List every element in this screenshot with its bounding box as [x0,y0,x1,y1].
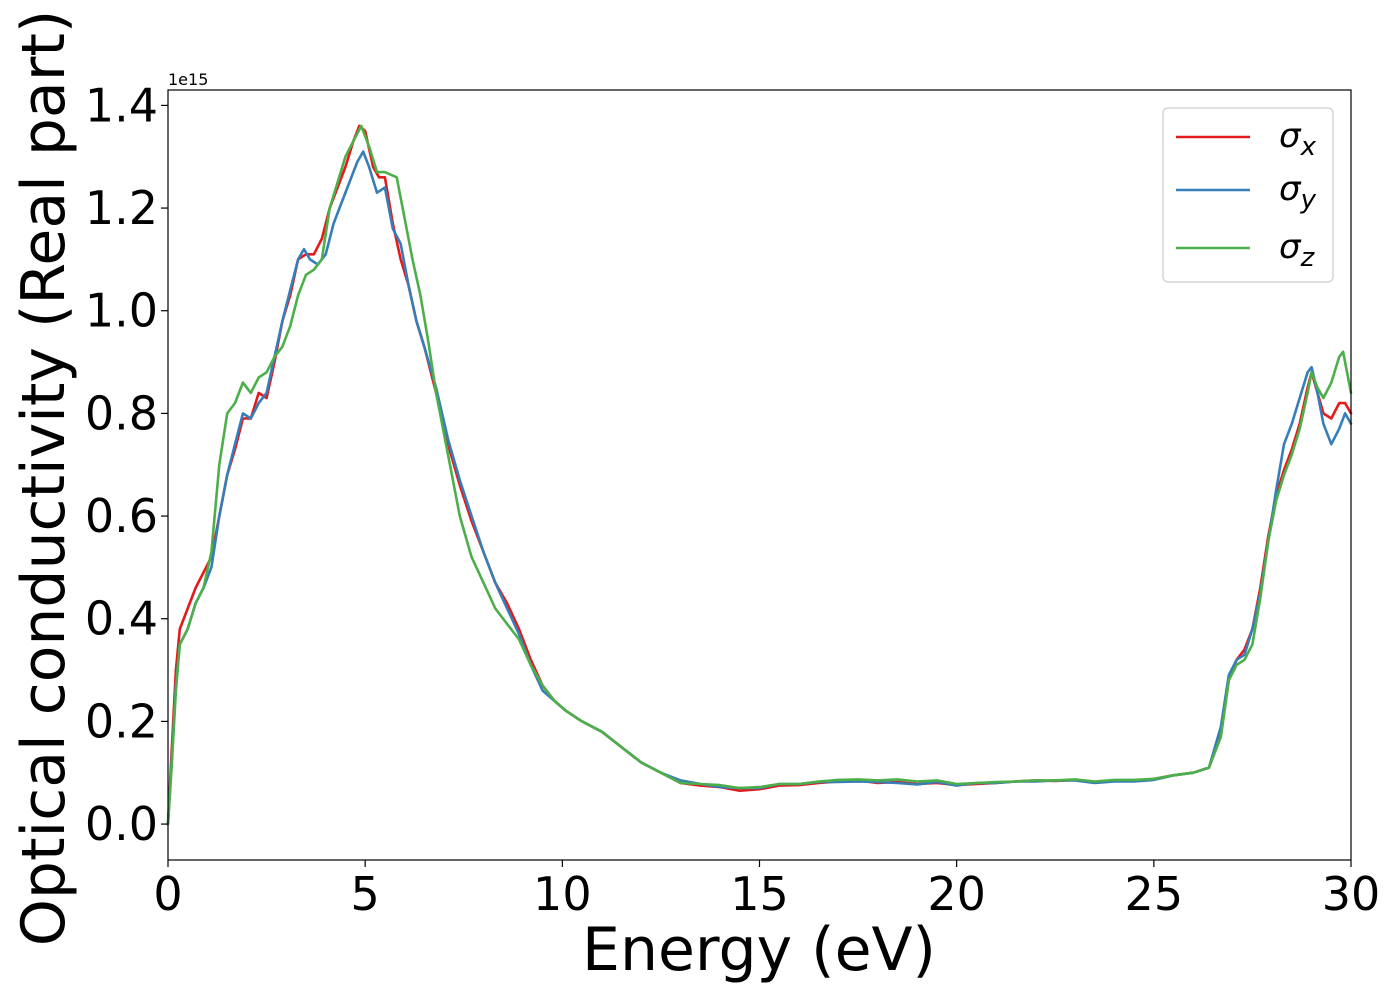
y-tick-label: 1.2 [85,181,158,235]
x-tick-label: 20 [927,867,986,921]
legend-label-z: σz [1279,227,1316,273]
y-tick-label: 1.4 [85,78,158,132]
legend-label-y: σy [1279,169,1317,215]
x-tick-label: 5 [351,867,380,921]
y-tick-label: 0.4 [85,592,158,646]
x-tick-label: 10 [533,867,592,921]
y-axis-label: Optical conductivity (Real part) [9,10,79,947]
x-tick-label: 25 [1125,867,1184,921]
series-line-z [166,124,1353,826]
y-axis-ticks: 0.0 0.2 0.4 0.6 0.8 1.0 1.2 1.4 [85,78,168,851]
y-offset-text: 1e15 [168,70,208,89]
x-axis-ticks: 0 5 10 15 20 25 30 [153,860,1380,921]
x-tick-label: 15 [730,867,789,921]
legend-box [1162,107,1334,283]
legend: σx σy σz [1162,107,1334,283]
y-tick-label: 0.8 [85,386,158,440]
x-axis-label: Energy (eV) [582,915,936,985]
y-tick-label: 1.0 [85,284,158,338]
x-tick-label: 30 [1322,867,1381,921]
y-tick-label: 0.2 [85,694,158,748]
series-layer [166,124,1353,826]
legend-label-x: σx [1279,116,1317,162]
y-tick-label: 0.6 [85,489,158,543]
y-tick-label: 0.0 [85,797,158,851]
x-tick-label: 0 [153,867,182,921]
